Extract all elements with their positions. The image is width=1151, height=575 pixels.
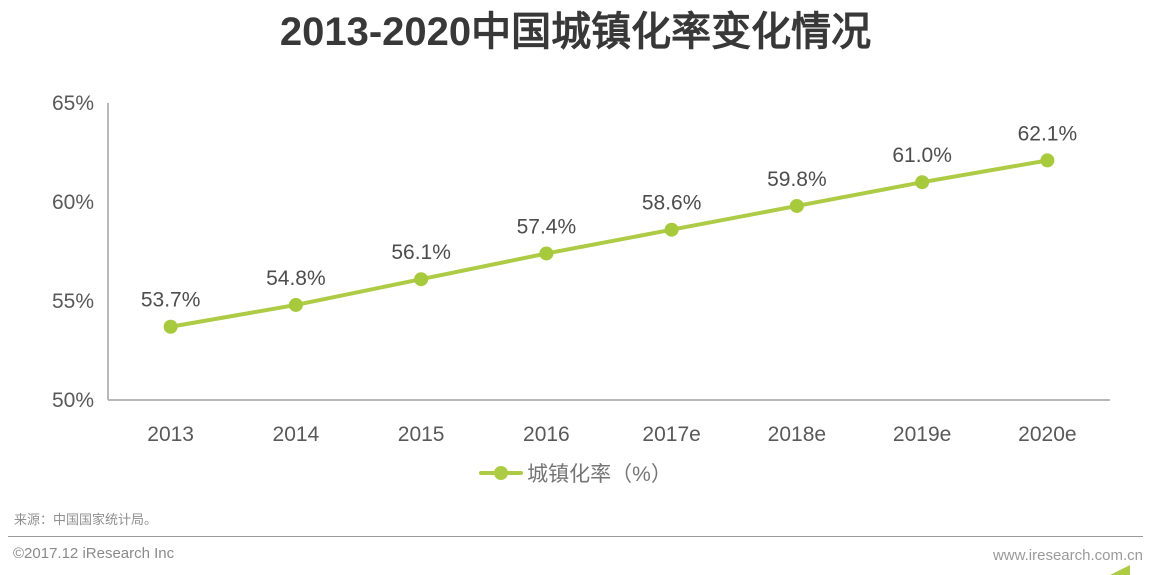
x-tick-label: 2014 bbox=[273, 423, 320, 446]
data-label: 53.7% bbox=[141, 289, 201, 312]
legend-label: 城镇化率（%） bbox=[527, 463, 672, 486]
data-point bbox=[288, 297, 303, 312]
data-label: 54.8% bbox=[266, 267, 326, 290]
y-tick-label: 50% bbox=[52, 389, 94, 412]
copyright-text: ©2017.12 iResearch Inc bbox=[13, 545, 175, 562]
y-tick-label: 55% bbox=[52, 290, 94, 313]
data-label: 58.6% bbox=[642, 192, 702, 215]
x-tick-label: 2019e bbox=[893, 423, 951, 446]
legend-line-marker-icon bbox=[479, 465, 524, 481]
trend-line bbox=[168, 158, 1050, 329]
data-point bbox=[664, 222, 679, 237]
source-note: 来源：中国国家统计局。 bbox=[14, 512, 158, 527]
data-label: 59.8% bbox=[767, 168, 827, 191]
page-title: 2013-2020中国城镇化率变化情况 bbox=[279, 10, 872, 54]
data-point bbox=[915, 175, 930, 190]
data-point bbox=[539, 246, 554, 261]
y-tick-label: 65% bbox=[52, 92, 94, 115]
y-tick-label: 60% bbox=[52, 191, 94, 214]
data-label: 56.1% bbox=[391, 241, 451, 264]
x-tick-label: 2013 bbox=[147, 423, 194, 446]
x-tick-label: 2018e bbox=[768, 423, 826, 446]
data-point bbox=[414, 272, 429, 287]
line-chart: 50% 55% 60% 65% 2013 2014 2015 2016 2017e 2018e 20… bbox=[52, 92, 1110, 446]
line-chart-canvas: 50% 55% 60% 65% 2013 2014 2015 2016 2017e 2018e 20… bbox=[52, 92, 1110, 446]
chart-legend: 城镇化率（%） bbox=[0, 458, 1151, 488]
website-text: www.iresearch.com.cn bbox=[992, 547, 1143, 564]
x-tick-label: 2020e bbox=[1018, 423, 1076, 446]
data-point bbox=[163, 319, 178, 334]
data-point bbox=[789, 198, 804, 213]
x-tick-label: 2016 bbox=[523, 423, 570, 446]
data-label: 57.4% bbox=[517, 215, 577, 238]
x-tick-label: 2015 bbox=[398, 423, 445, 446]
brand-corner-icon bbox=[1110, 565, 1130, 575]
data-point bbox=[1040, 153, 1055, 168]
footer-divider bbox=[8, 536, 1143, 537]
data-label: 61.0% bbox=[892, 144, 952, 167]
x-tick-label: 2017e bbox=[642, 423, 700, 446]
data-label: 62.1% bbox=[1018, 122, 1078, 145]
